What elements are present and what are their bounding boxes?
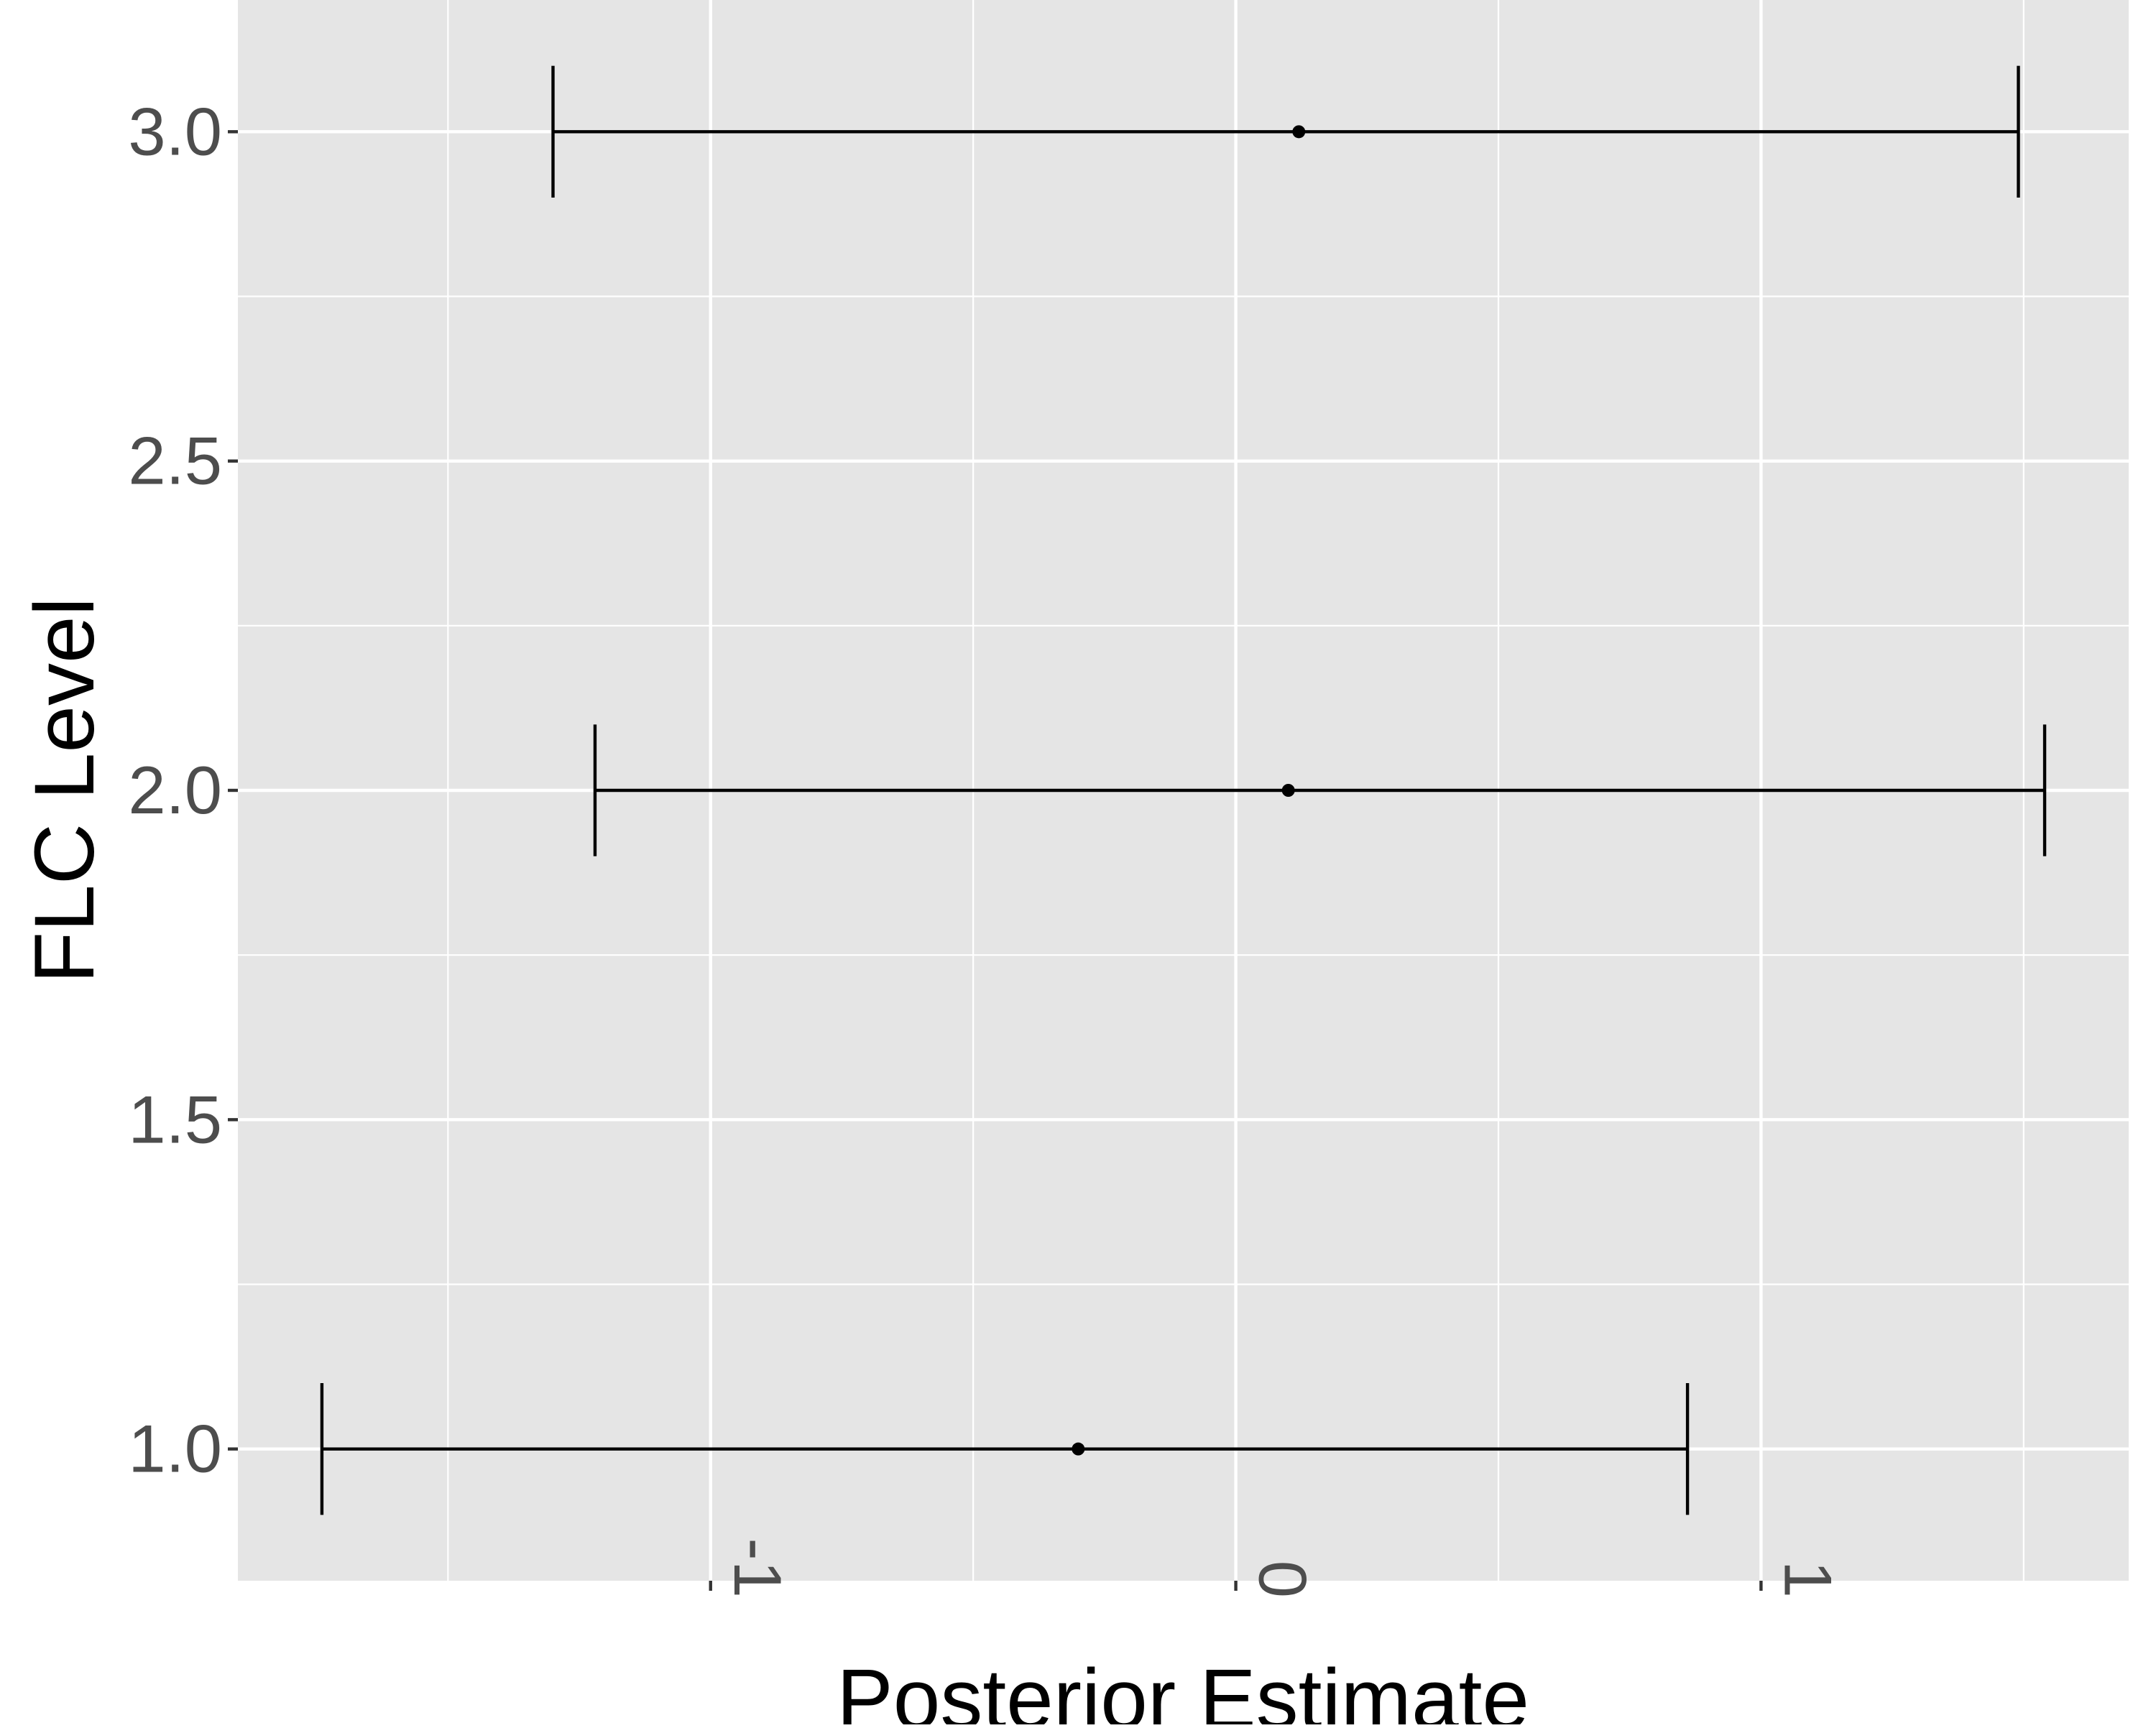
x-axis-ticks: -1 0 1	[709, 1538, 1846, 1598]
error-bar	[593, 724, 2047, 856]
y-tick-label: 2.0	[128, 752, 222, 828]
y-axis-ticks: 1.0 1.5 2.0 2.5 3.0	[128, 93, 238, 1487]
error-bar	[551, 65, 2020, 198]
x-axis-title: Posterior Estimate	[837, 1652, 1529, 1724]
error-bar	[320, 1383, 1690, 1515]
estimate-point	[1292, 125, 1306, 139]
y-axis-title: FLC Level	[17, 597, 112, 984]
y-tick-label: 3.0	[128, 93, 222, 169]
estimate-point	[1281, 784, 1295, 797]
y-tick-label: 1.5	[128, 1081, 222, 1157]
estimate-point	[1072, 1442, 1085, 1456]
x-tick-label: 1	[1770, 1561, 1846, 1598]
error-bars	[320, 65, 2047, 1515]
x-tick-label: 0	[1245, 1561, 1321, 1598]
y-tick-label: 1.0	[128, 1411, 222, 1487]
x-tick-label: -1	[720, 1538, 796, 1598]
y-tick-label: 2.5	[128, 423, 222, 499]
